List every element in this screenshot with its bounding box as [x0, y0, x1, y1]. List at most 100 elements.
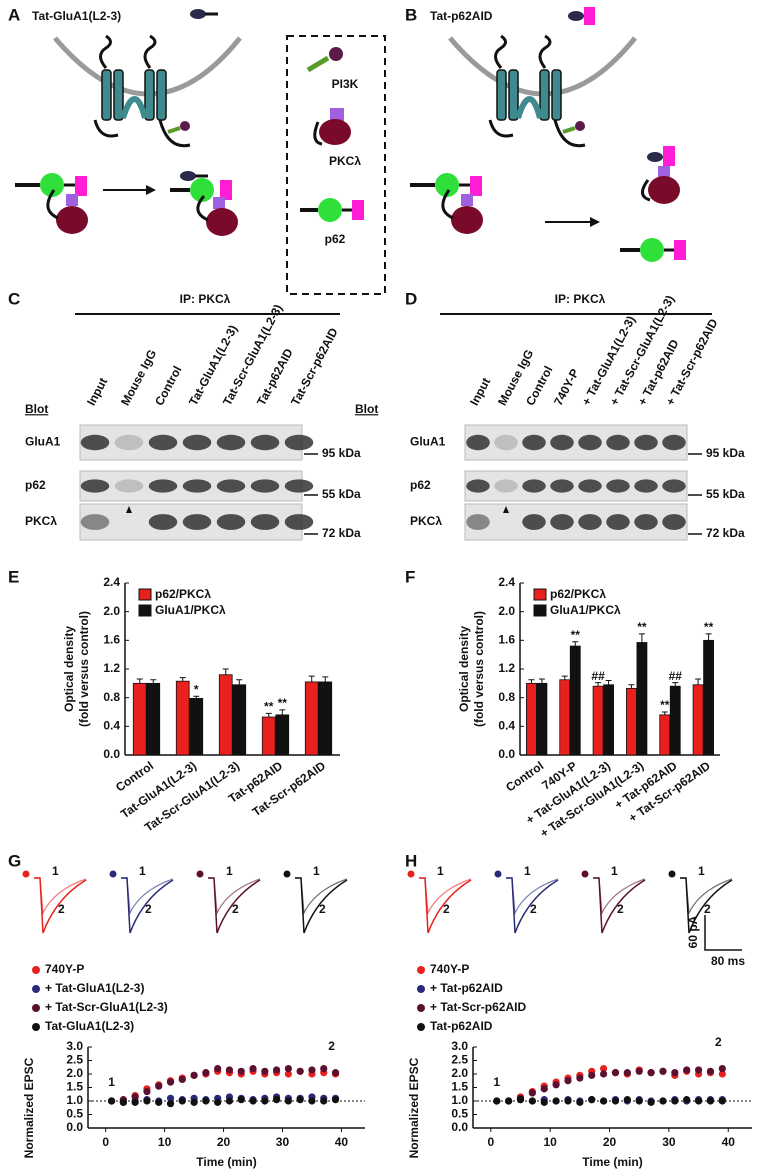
trace-label: 1 [524, 864, 531, 878]
y-tick-label: 1.5 [451, 1080, 468, 1094]
point-label: 1 [108, 1075, 115, 1089]
blot-band [606, 479, 630, 493]
shape [190, 178, 214, 202]
shape [330, 108, 344, 122]
x-tick-label: 20 [217, 1135, 231, 1149]
data-point [635, 1067, 643, 1075]
shape [441, 189, 454, 220]
trace-label: 2 [443, 902, 450, 916]
error-bar [308, 675, 315, 682]
trace-label: 2 [704, 902, 711, 916]
trace-label: 2 [617, 902, 624, 916]
legend-swatch [138, 588, 152, 601]
data-point [540, 1098, 548, 1106]
trace-label: 2 [145, 902, 152, 916]
shape [167, 126, 181, 134]
data-point [131, 1093, 139, 1101]
trace-label: 1 [698, 864, 705, 878]
y-tick-label: 0.0 [498, 747, 515, 761]
trace-label: 1 [437, 864, 444, 878]
blot-band [634, 479, 658, 493]
error-bar [538, 678, 545, 684]
data-point [718, 1065, 726, 1073]
legend-swatch [533, 588, 547, 601]
y-tick-label: 0.5 [451, 1107, 468, 1121]
blot-band [80, 514, 110, 530]
legend-marker [32, 966, 40, 974]
y-tick-label: 2.4 [103, 575, 120, 589]
error-bar [638, 633, 645, 643]
data-point [635, 1097, 643, 1105]
legend-box [286, 35, 386, 295]
data-point [119, 1098, 127, 1106]
y-tick-label: 2.0 [66, 1066, 83, 1080]
legend-marker [417, 985, 425, 993]
y-tick-label: 0.4 [498, 719, 515, 733]
blot-band [550, 434, 574, 451]
trace-label: 2 [232, 902, 239, 916]
shape [56, 206, 88, 234]
blot-band [250, 514, 280, 530]
data-point [190, 1098, 198, 1106]
epsc-trace [419, 877, 472, 916]
blot-row-label: PKCλ [410, 514, 442, 528]
legend-label: p62/PKCλ [155, 587, 211, 601]
data-point [284, 1065, 292, 1073]
legend-label: + Tat-Scr-p62AID [430, 1000, 526, 1014]
legend-label: 740Y-P [45, 962, 84, 976]
error-bar [279, 709, 286, 715]
panel-letter: E [8, 567, 19, 586]
blot-band [522, 434, 546, 451]
x-tick-label: 10 [543, 1135, 557, 1149]
blot-band [578, 514, 602, 530]
panel-letter: H [405, 851, 417, 870]
data-point [505, 1097, 513, 1105]
significance-mark: ** [637, 620, 647, 634]
y-tick-label: 2.4 [498, 575, 515, 589]
error-bar [561, 675, 568, 680]
blot-band [522, 514, 546, 530]
shape [590, 217, 600, 227]
y-tick-label: 0.5 [66, 1107, 83, 1121]
y-axis-label: (fold versus control) [77, 611, 91, 727]
x-tick-label: 0 [102, 1135, 109, 1149]
shape [470, 176, 482, 196]
x-tick-label: 40 [722, 1135, 736, 1149]
point-label: 2 [328, 1039, 335, 1053]
data-point [225, 1066, 234, 1074]
trace-marker [407, 870, 415, 878]
shape [156, 69, 167, 121]
ip-label: IP: PKCλ [555, 292, 606, 306]
blot-band [148, 514, 178, 530]
blot-band [466, 514, 490, 530]
bar [189, 697, 204, 756]
shape [674, 240, 686, 260]
ip-label: IP: PKCλ [180, 292, 231, 306]
shape [206, 208, 238, 236]
legend-label: GluA1/PKCλ [550, 603, 621, 617]
y-axis-label: (fold versus control) [472, 611, 486, 727]
error-bar [605, 679, 612, 685]
blot-band [182, 479, 212, 493]
significance-mark: ** [704, 620, 714, 634]
y-axis-label: Optical density [457, 626, 471, 712]
blot-band [284, 479, 314, 493]
y-tick-label: 0.0 [103, 747, 120, 761]
y-tick-label: 3.0 [66, 1039, 83, 1053]
bar [559, 679, 571, 756]
shape [40, 173, 64, 197]
epsc-trace [506, 877, 559, 916]
data-point [202, 1097, 210, 1105]
blot-band [662, 434, 686, 451]
error-bar [265, 712, 272, 718]
blot-band [80, 434, 110, 451]
trace-label: 2 [58, 902, 65, 916]
membrane-schematic [450, 36, 635, 146]
data-point [308, 1066, 316, 1074]
error-bar [705, 633, 712, 641]
legend-label: Tat-p62AID [430, 1019, 493, 1033]
legend-label: p62/PKCλ [550, 587, 606, 601]
y-tick-label: 2.0 [451, 1066, 468, 1080]
legend-icons [300, 47, 364, 222]
shape [329, 47, 343, 61]
